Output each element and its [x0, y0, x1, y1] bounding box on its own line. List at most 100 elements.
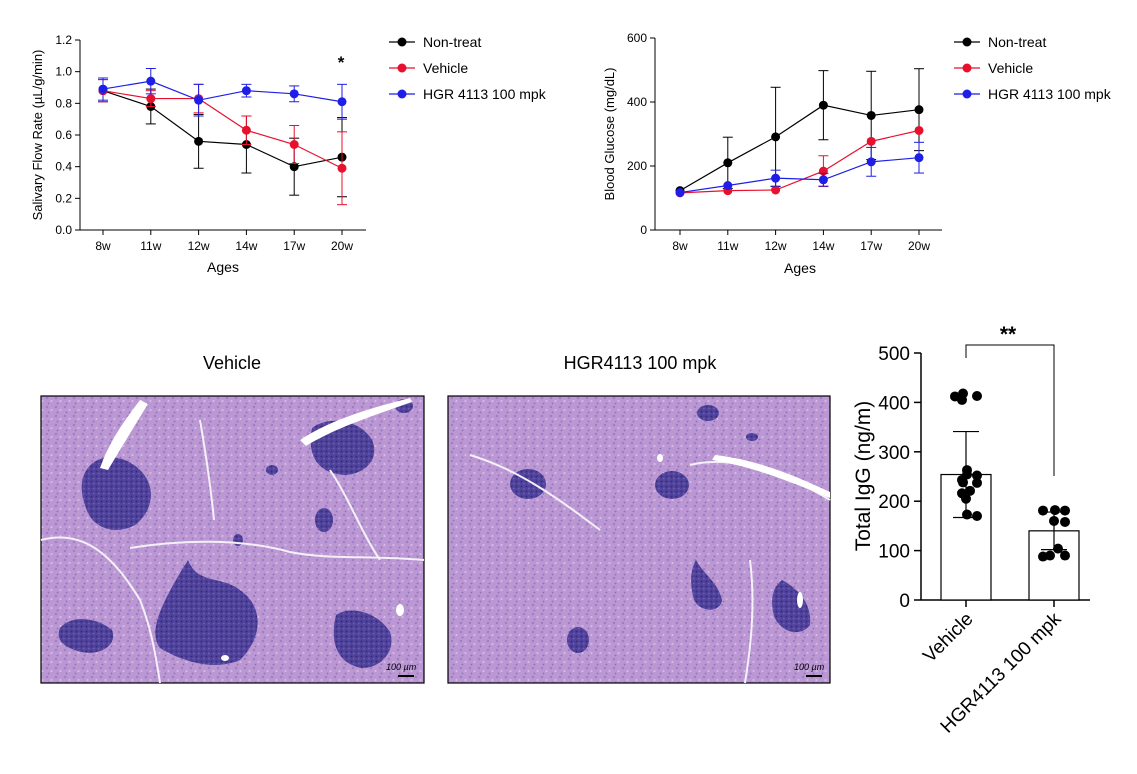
glucose-series [675, 68, 924, 198]
c1-series-line [102, 90, 343, 168]
salivary-y-axis-label: Salivary Flow Rate (µL/g/min) [30, 50, 45, 221]
c1-legend-item: HGR 4113 100 mpk [389, 86, 547, 102]
histology-treated-image: 100 µm [447, 395, 831, 684]
histology-vehicle-scale-bar: 100 µm [386, 662, 417, 677]
c2-data-point [914, 105, 924, 115]
igg-y-axis-label: Total IgG (ng/m) [852, 401, 875, 552]
salivary-x-ticks: 8w 11w 12w 14w 17w 20w [95, 230, 353, 253]
igg-y-ticks: 0 100 200 300 400 500 [878, 344, 921, 612]
c1-data-point [98, 84, 108, 94]
igg-data-point [961, 493, 971, 504]
histology-treated-scale-bar: 100 µm [794, 662, 825, 677]
c1-x-tick-label: 14w [235, 239, 257, 253]
c2-x-tick-label: 8w [672, 239, 688, 253]
c2-data-point [818, 175, 828, 185]
c2-data-point [771, 173, 781, 183]
c1-legend-label: Non-treat [423, 34, 481, 50]
c2-data-point [914, 125, 924, 135]
c1-legend-marker [397, 37, 407, 47]
c1-legend-marker [397, 89, 407, 99]
c1-x-tick-label: 8w [95, 239, 111, 253]
c1-series-2 [98, 68, 347, 120]
c2-series-line [679, 157, 920, 194]
c2-legend-label: Vehicle [988, 60, 1033, 76]
c1-y-tick-label: 0.6 [55, 128, 72, 142]
c1-y-tick-label: 0.0 [55, 223, 72, 237]
igg-significance-bracket: ** [965, 323, 1055, 476]
salivary-chart: 0.00.20.40.60.81.01.2 8w 11w 12w 14w 17w 20w … [30, 33, 547, 275]
glucose-chart: 0 200 400 600 8w 11w 12w 14w 17w 20w Ages Blood … [602, 31, 1112, 276]
c1-data-point [146, 94, 156, 104]
igg-data-point [962, 509, 972, 520]
c1-x-tick-label: 11w [140, 239, 161, 253]
salivary-significance-label: * [338, 53, 345, 72]
igg-data-point [972, 470, 982, 481]
c1-y-tick-label: 0.4 [55, 160, 72, 174]
c2-legend-item: HGR 4113 100 mpk [954, 86, 1112, 102]
glucose-y-axis-label: Blood Glucose (mg/dL) [602, 68, 617, 201]
igg-data-point [1050, 505, 1060, 516]
c1-y-tick-label: 0.8 [55, 96, 72, 110]
c2-y-tick-label: 200 [627, 159, 647, 173]
c1-legend-label: HGR 4113 100 mpk [423, 86, 547, 102]
igg-data-point [1049, 515, 1059, 526]
c2-data-point [818, 100, 828, 110]
igg-data-point [1060, 516, 1070, 527]
histology-vehicle-image: 100 µm [40, 395, 425, 684]
c2-x-tick-label: 14w [812, 239, 834, 253]
c1-x-tick-label: 20w [331, 239, 353, 253]
igg-data-point [957, 394, 967, 405]
glucose-x-axis-label: Ages [784, 260, 816, 276]
glucose-y-ticks: 0 200 400 600 [627, 31, 655, 237]
igg-y-tick-label: 200 [878, 492, 910, 513]
c2-legend-item: Vehicle [954, 60, 1033, 76]
igg-data-point [972, 390, 982, 401]
c1-legend-marker [397, 63, 407, 73]
igg-y-tick-label: 0 [899, 591, 910, 612]
c1-series-line [102, 90, 343, 169]
igg-data-point [972, 477, 982, 488]
c1-data-point [241, 86, 251, 96]
c2-data-point [723, 158, 733, 168]
c2-x-tick-label: 20w [908, 239, 930, 253]
c1-data-point [289, 162, 299, 172]
igg-significance-label: ** [1000, 323, 1017, 346]
c2-data-point [866, 110, 876, 120]
salivary-y-ticks: 0.0 0.2 0.4 0.6 0.8 1.0 1.2 [55, 33, 80, 237]
igg-data-point [1038, 551, 1048, 562]
igg-data-point [972, 511, 982, 522]
c2-x-tick-label: 11w [717, 239, 738, 253]
c1-legend-item: Vehicle [389, 60, 468, 76]
igg-y-tick-label: 100 [878, 542, 910, 563]
c2-y-tick-label: 600 [627, 31, 647, 45]
igg-y-tick-label: 400 [878, 393, 910, 414]
igg-data-point [1060, 550, 1070, 561]
histology-vehicle-scale-label: 100 µm [386, 662, 417, 672]
c2-x-tick-label: 17w [860, 239, 882, 253]
igg-y-tick-label: 500 [878, 344, 910, 365]
glucose-axes [654, 38, 942, 231]
c1-y-tick-label: 1.2 [55, 33, 72, 47]
igg-x-tick-label: Vehicle [919, 609, 977, 667]
c1-data-point [194, 136, 204, 146]
histology-left-title: Vehicle [203, 353, 261, 373]
igg-y-tick-label: 300 [878, 443, 910, 464]
c2-data-point [723, 181, 733, 191]
c1-legend-label: Vehicle [423, 60, 468, 76]
c1-y-tick-label: 0.2 [55, 191, 72, 205]
c2-data-point [914, 153, 924, 163]
c2-series-2 [675, 141, 924, 198]
c1-legend-item: Non-treat [389, 34, 481, 50]
c2-data-point [771, 185, 781, 195]
c2-legend-marker [962, 89, 972, 99]
igg-data-point [965, 485, 975, 496]
igg-data-point [1053, 543, 1063, 554]
salivary-x-axis-label: Ages [207, 259, 239, 275]
c2-series-line [679, 104, 920, 192]
igg-bars [940, 388, 1080, 601]
c2-data-point [866, 157, 876, 167]
igg-data-point [958, 477, 968, 488]
